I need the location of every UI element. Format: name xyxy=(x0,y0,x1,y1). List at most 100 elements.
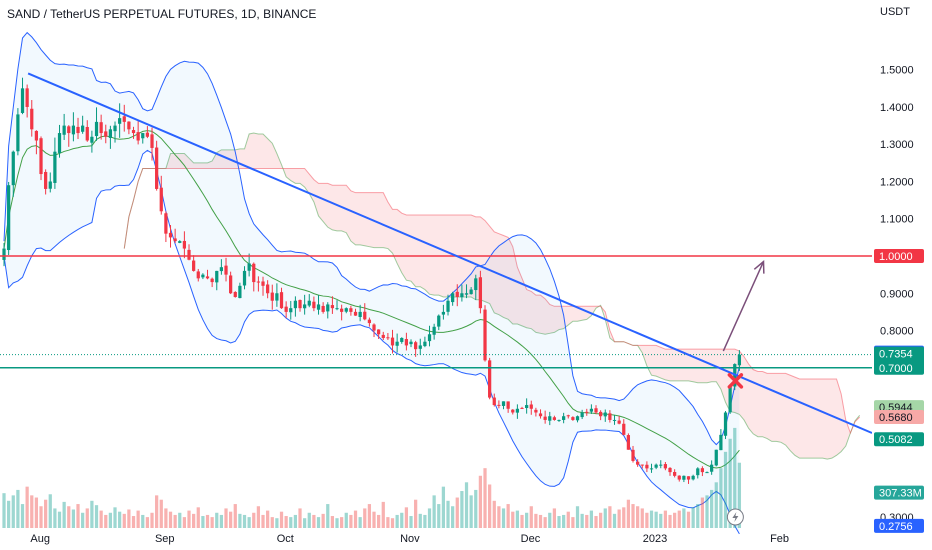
candle-body xyxy=(455,291,459,297)
candle-body xyxy=(552,417,557,420)
volume-bar xyxy=(474,489,478,528)
candle-body xyxy=(580,412,584,418)
volume-bar xyxy=(649,510,654,528)
x-tick-label: Oct xyxy=(277,533,294,545)
volume-bar xyxy=(284,516,288,528)
candle-body xyxy=(99,122,103,134)
volume-bar xyxy=(543,517,547,528)
candle-body xyxy=(700,468,705,473)
candle-body xyxy=(400,337,404,342)
volume-bar xyxy=(275,518,279,528)
candle-body xyxy=(640,464,644,466)
candle-body xyxy=(48,181,52,189)
candle-body xyxy=(168,232,173,238)
volume-bar xyxy=(575,506,580,528)
candle-body xyxy=(395,341,399,346)
candle-body xyxy=(423,341,427,347)
price-tag-bg xyxy=(874,360,924,375)
candle-body xyxy=(617,420,621,424)
volume-bar xyxy=(303,518,307,528)
candle-body xyxy=(585,411,589,413)
volume-bar xyxy=(224,508,228,528)
price-tag-label: 0.7354 xyxy=(879,349,913,361)
candle-body xyxy=(636,461,640,465)
volume-bar xyxy=(150,512,154,528)
volume-bar xyxy=(344,512,348,528)
volume-bar xyxy=(16,489,20,528)
volume-bar xyxy=(501,508,506,528)
price-tag-label: 0.7000 xyxy=(879,363,913,375)
volume-bar xyxy=(737,462,742,528)
volume-bar xyxy=(469,495,473,528)
candle-body xyxy=(437,315,441,327)
volume-bar xyxy=(677,510,681,528)
candle-body xyxy=(25,88,29,107)
volume-bar xyxy=(700,497,705,528)
candle-body xyxy=(501,401,506,406)
volume-bar xyxy=(733,427,737,528)
candle-body xyxy=(252,263,256,283)
candle-body xyxy=(284,306,288,312)
volume-bar xyxy=(654,511,658,528)
volume-bar xyxy=(62,501,66,528)
candle-body xyxy=(16,114,20,152)
candle-body xyxy=(127,121,131,130)
volume-bar xyxy=(178,512,182,528)
price-tag-label: 1.0000 xyxy=(879,251,913,263)
volume-bar xyxy=(409,516,413,528)
volume-bar xyxy=(215,512,219,528)
volume-bar xyxy=(483,468,487,528)
candle-body xyxy=(538,413,543,417)
price-tag-bg xyxy=(874,432,924,447)
candle-body xyxy=(705,472,709,474)
volume-bar xyxy=(580,513,584,528)
candle-body xyxy=(293,300,298,309)
volume-bar xyxy=(386,517,390,528)
volume-bar xyxy=(400,512,404,528)
candle-body xyxy=(451,293,455,303)
volume-bar xyxy=(506,504,510,528)
volume-bar xyxy=(372,511,376,528)
volume-bar xyxy=(293,514,298,528)
volume-bar xyxy=(557,516,561,528)
candle-body xyxy=(603,412,607,417)
candle-body xyxy=(279,292,284,309)
candle-body xyxy=(478,277,483,309)
volume-bar xyxy=(90,500,94,528)
candle-body xyxy=(136,132,140,141)
volume-bar xyxy=(205,514,210,528)
candle-body xyxy=(488,360,492,398)
candle-body xyxy=(215,270,219,283)
candle-body xyxy=(173,238,177,242)
candle-body xyxy=(44,171,48,189)
candle-body xyxy=(11,151,15,186)
x-tick-label: Sep xyxy=(155,533,175,545)
volume-bar xyxy=(464,482,469,528)
volume-bar xyxy=(390,518,395,528)
candle-body xyxy=(353,311,358,316)
candle-body xyxy=(529,404,533,409)
volume-bar xyxy=(520,514,524,528)
y-tick-label: 1.5000 xyxy=(880,65,914,77)
candle-body xyxy=(566,415,570,417)
volume-bar xyxy=(85,508,89,528)
volume-bar xyxy=(57,511,62,528)
candle-body xyxy=(256,281,261,283)
candle-body xyxy=(390,337,395,346)
candle-body xyxy=(696,468,700,476)
candle-body xyxy=(196,271,200,279)
candle-body xyxy=(62,125,66,135)
volume-bar xyxy=(612,513,617,528)
candle-body xyxy=(460,293,464,298)
candle-body xyxy=(548,416,552,421)
candle-body xyxy=(543,416,547,420)
candle-body xyxy=(298,299,302,309)
bollinger-basis-line xyxy=(3,130,740,469)
candle-body xyxy=(714,449,718,466)
volume-bar xyxy=(238,513,242,528)
volume-bar xyxy=(2,493,6,528)
candle-body xyxy=(20,88,25,113)
volume-bar xyxy=(34,497,39,528)
volume-bar xyxy=(395,514,399,528)
